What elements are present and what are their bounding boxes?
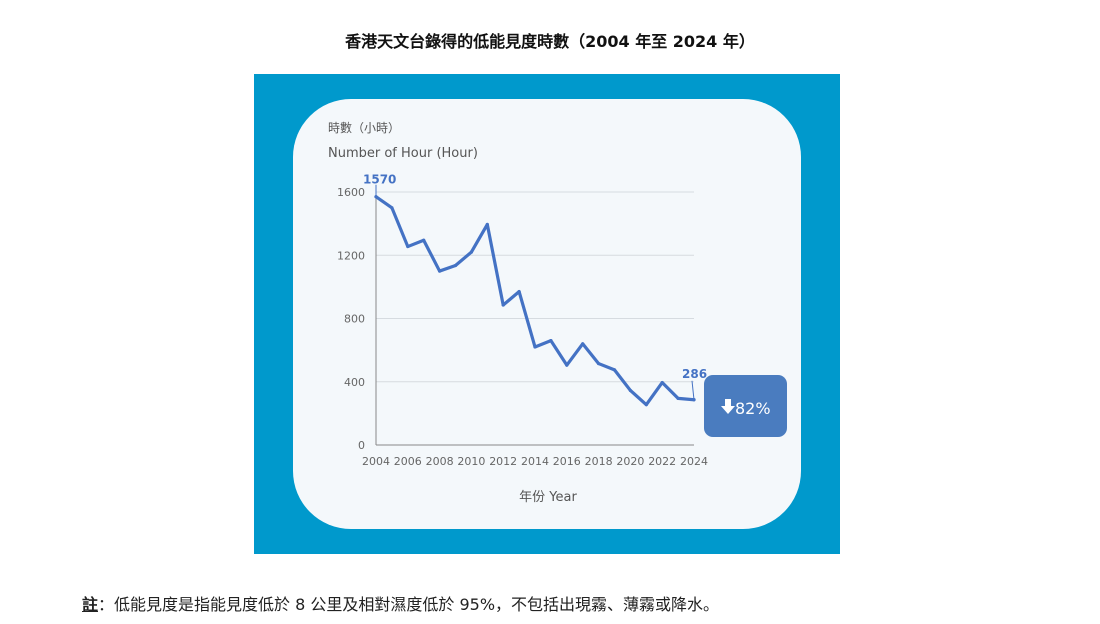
chart-card: 時數（小時） Number of Hour (Hour) 0 400 800 1200…: [293, 99, 801, 529]
x-tick-label: 2006: [394, 455, 422, 468]
x-tick-label: 2004: [362, 455, 390, 468]
x-tick-label: 2020: [616, 455, 644, 468]
x-tick-label: 2016: [553, 455, 581, 468]
chart-title: 香港天文台錄得的低能見度時數（2004 年至 2024 年）: [345, 32, 755, 51]
data-point: [612, 368, 617, 372]
end-value-label: 286: [682, 367, 707, 381]
x-tick-label: 2024: [680, 455, 708, 468]
y-tick-label: 1200: [337, 249, 365, 262]
x-tick-label: 2012: [489, 455, 517, 468]
data-point: [406, 244, 410, 249]
x-tick-label: 2018: [585, 455, 613, 468]
change-badge-box: [704, 375, 787, 437]
x-tick-label: 2022: [648, 455, 676, 468]
start-value-label: 1570: [363, 173, 396, 187]
x-tick-label: 2014: [521, 455, 549, 468]
footnote-label: 註: [82, 595, 99, 614]
footnote: 註：低能見度是指能見度低於 8 公里及相對濕度低於 95%，不包括出現霧、薄霧或…: [82, 591, 719, 615]
data-point: [676, 396, 680, 400]
chart-frame: 時數（小時） Number of Hour (Hour) 0 400 800 1200…: [254, 74, 840, 554]
footnote-text: ：低能見度是指能見度低於 8 公里及相對濕度低於 95%，不包括出現霧、薄霧或降…: [98, 595, 720, 614]
data-point: [453, 263, 458, 268]
change-badge: 82%: [704, 375, 787, 437]
data-point: [469, 250, 473, 254]
end-label-leader: [691, 380, 695, 400]
y-axis-label-en: Number of Hour (Hour): [328, 146, 478, 161]
y-tick-label: 400: [344, 376, 365, 389]
y-tick-label: 800: [344, 313, 365, 326]
line-chart: 時數（小時） Number of Hour (Hour) 0 400 800 1200…: [328, 121, 787, 505]
data-point: [660, 380, 664, 385]
data-point: [533, 345, 537, 349]
x-axis-label: 年份 Year: [519, 490, 577, 505]
data-point: [565, 363, 569, 367]
x-tick-label: 2010: [457, 455, 485, 468]
data-point: [628, 388, 632, 393]
data-points: [374, 195, 696, 407]
data-point: [501, 303, 505, 307]
gridlines: [376, 191, 694, 383]
data-point: [581, 342, 585, 346]
data-point: [485, 222, 489, 227]
data-point: [390, 206, 394, 210]
data-point: [438, 269, 442, 273]
y-tick-labels: 0 400 800 1200 1600: [337, 186, 365, 452]
data-point: [597, 361, 601, 366]
series-line: [374, 195, 696, 407]
x-tick-labels: 2004 2006 2008 2010 2012 2014 2016 2018 2020 2022…: [362, 455, 708, 468]
arrow-down-icon: [721, 399, 735, 414]
x-tick-label: 2008: [426, 455, 454, 468]
data-point: [549, 339, 553, 343]
y-tick-label: 0: [358, 439, 365, 452]
y-tick-label: 1600: [337, 186, 365, 199]
data-point: [422, 238, 426, 242]
y-axis-label-zh: 時數（小時）: [328, 121, 400, 135]
data-point: [644, 403, 648, 407]
data-point: [517, 290, 521, 294]
change-badge-value: 82%: [735, 399, 771, 418]
